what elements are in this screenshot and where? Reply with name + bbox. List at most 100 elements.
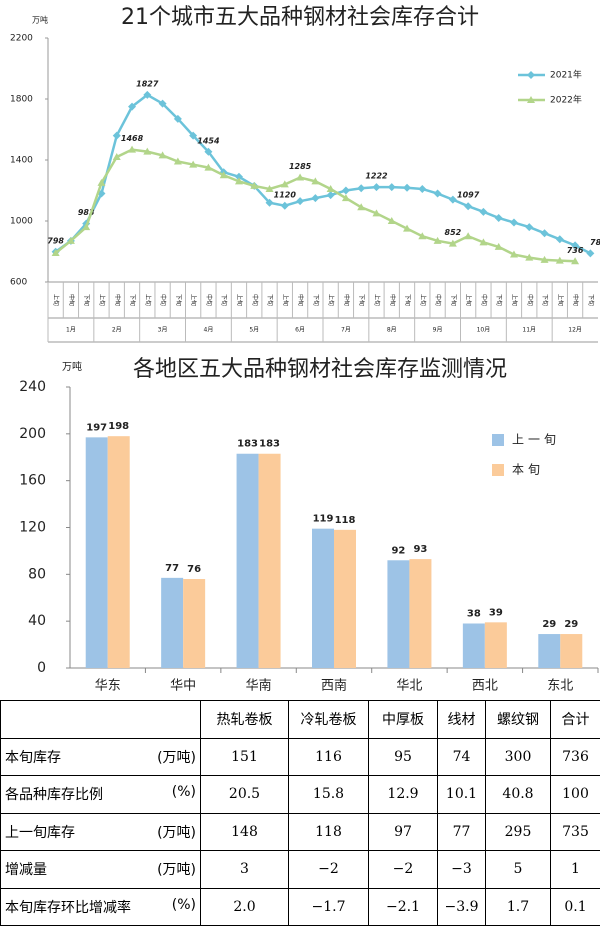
point	[311, 194, 320, 203]
cell: −1.7	[288, 887, 369, 926]
group-label: 12月	[568, 327, 582, 334]
row-label-cell: 本旬库存 (万吨)	[0, 737, 201, 776]
row-label-cell: 增减量 (万吨)	[0, 850, 201, 889]
point	[494, 242, 503, 250]
group-label: 2月	[112, 327, 122, 334]
x-tick-label: 中旬	[67, 294, 75, 306]
point	[189, 131, 198, 140]
point	[372, 209, 381, 217]
group-label: 10月	[477, 327, 491, 334]
point	[527, 96, 535, 103]
point	[494, 213, 503, 222]
header-row: 热轧卷板 冷轧卷板 中厚板 线材 螺纹钢 合计	[0, 700, 600, 739]
data-label: 1120	[274, 190, 297, 199]
row-label: 各品种库存比例 (%)	[5, 784, 196, 804]
row-unit: (%)	[171, 896, 196, 913]
x-tick-label: 中旬	[297, 294, 305, 306]
group-label: 1月	[66, 327, 76, 334]
legend-swatch	[492, 464, 504, 476]
group-label: 7月	[341, 327, 351, 334]
point	[403, 183, 412, 192]
x-tick-label: 下旬	[404, 294, 412, 306]
point	[204, 147, 213, 156]
point	[234, 172, 243, 181]
point	[326, 191, 335, 200]
row-label: 本旬库存 (万吨)	[5, 747, 196, 767]
y-unit: 万吨	[62, 360, 82, 373]
x-tick-label: 下旬	[358, 294, 366, 306]
data-label: 38	[467, 609, 481, 620]
point	[265, 184, 274, 192]
cell: −2	[368, 850, 438, 889]
row-label-cell: 本旬库存环比增减率 (%)	[0, 887, 201, 926]
point	[158, 151, 167, 159]
y-tick-label: 160	[19, 473, 46, 489]
x-tick-label: 下旬	[449, 294, 457, 306]
bar	[236, 453, 259, 668]
x-tick-label: 上旬	[373, 294, 381, 306]
bar	[334, 529, 356, 668]
header-cell: 中厚板	[368, 700, 438, 739]
point	[479, 207, 488, 216]
data-label: 852	[445, 228, 462, 237]
point	[525, 223, 534, 232]
row-name: 本旬库存环比增减率	[5, 899, 131, 916]
point	[540, 255, 549, 263]
point	[265, 198, 274, 207]
cell: 300	[485, 737, 551, 776]
point	[280, 201, 289, 210]
row-unit: (%)	[171, 784, 196, 801]
y-tick-label: 80	[28, 566, 46, 582]
group-label: 3月	[158, 327, 168, 334]
data-label: 183	[237, 439, 258, 450]
point	[433, 236, 442, 244]
group-label: 5月	[249, 327, 259, 334]
point	[357, 203, 366, 211]
row-label: 增减量 (万吨)	[5, 859, 196, 879]
y-tick-label: 240	[19, 379, 46, 395]
x-tick-label: 下旬	[541, 294, 549, 306]
point	[464, 232, 473, 240]
point	[448, 195, 457, 204]
cell: 20.5	[200, 775, 289, 814]
cell: 151	[200, 737, 289, 776]
point	[296, 197, 305, 206]
chart-title: 各地区五大品种钢材社会库存监测情况	[133, 357, 507, 382]
data-label: 29	[542, 619, 556, 630]
point	[527, 71, 535, 79]
x-tick-label: 下旬	[495, 294, 503, 306]
point	[234, 177, 243, 185]
point	[189, 160, 198, 168]
cell: 1.7	[485, 887, 551, 926]
cell: 295	[485, 812, 551, 851]
x-tick-label: 下旬	[312, 294, 320, 306]
point	[387, 217, 396, 224]
y-tick-label: 120	[19, 520, 46, 536]
cell: 74	[437, 737, 486, 776]
x-tick-label: 中旬	[434, 294, 442, 306]
data-label: 76	[187, 564, 201, 575]
point	[341, 194, 350, 202]
point	[112, 131, 121, 140]
row-label: 上一旬库存 (万吨)	[5, 822, 196, 842]
data-label: 119	[313, 514, 334, 525]
x-tick-label: 下旬	[220, 294, 228, 306]
bar	[409, 559, 432, 668]
point	[525, 253, 534, 261]
cell: −2.1	[368, 887, 438, 926]
point	[143, 90, 152, 99]
x-tick-label: 中旬	[480, 294, 488, 306]
group-label: 11月	[522, 327, 536, 334]
x-tick-label: 上旬	[98, 294, 106, 306]
x-tick-label: 华东	[95, 679, 121, 694]
y-tick-label: 600	[10, 278, 27, 288]
cell: 148	[200, 812, 289, 851]
corner-cell	[0, 700, 201, 739]
table-row: 增减量 (万吨) 3 −2 −2 −3 5 1	[0, 850, 600, 889]
row-unit: (万吨)	[157, 824, 196, 841]
x-tick-label: 中旬	[159, 294, 167, 306]
point	[204, 163, 213, 171]
point	[66, 236, 75, 244]
data-label: 118	[335, 515, 356, 526]
